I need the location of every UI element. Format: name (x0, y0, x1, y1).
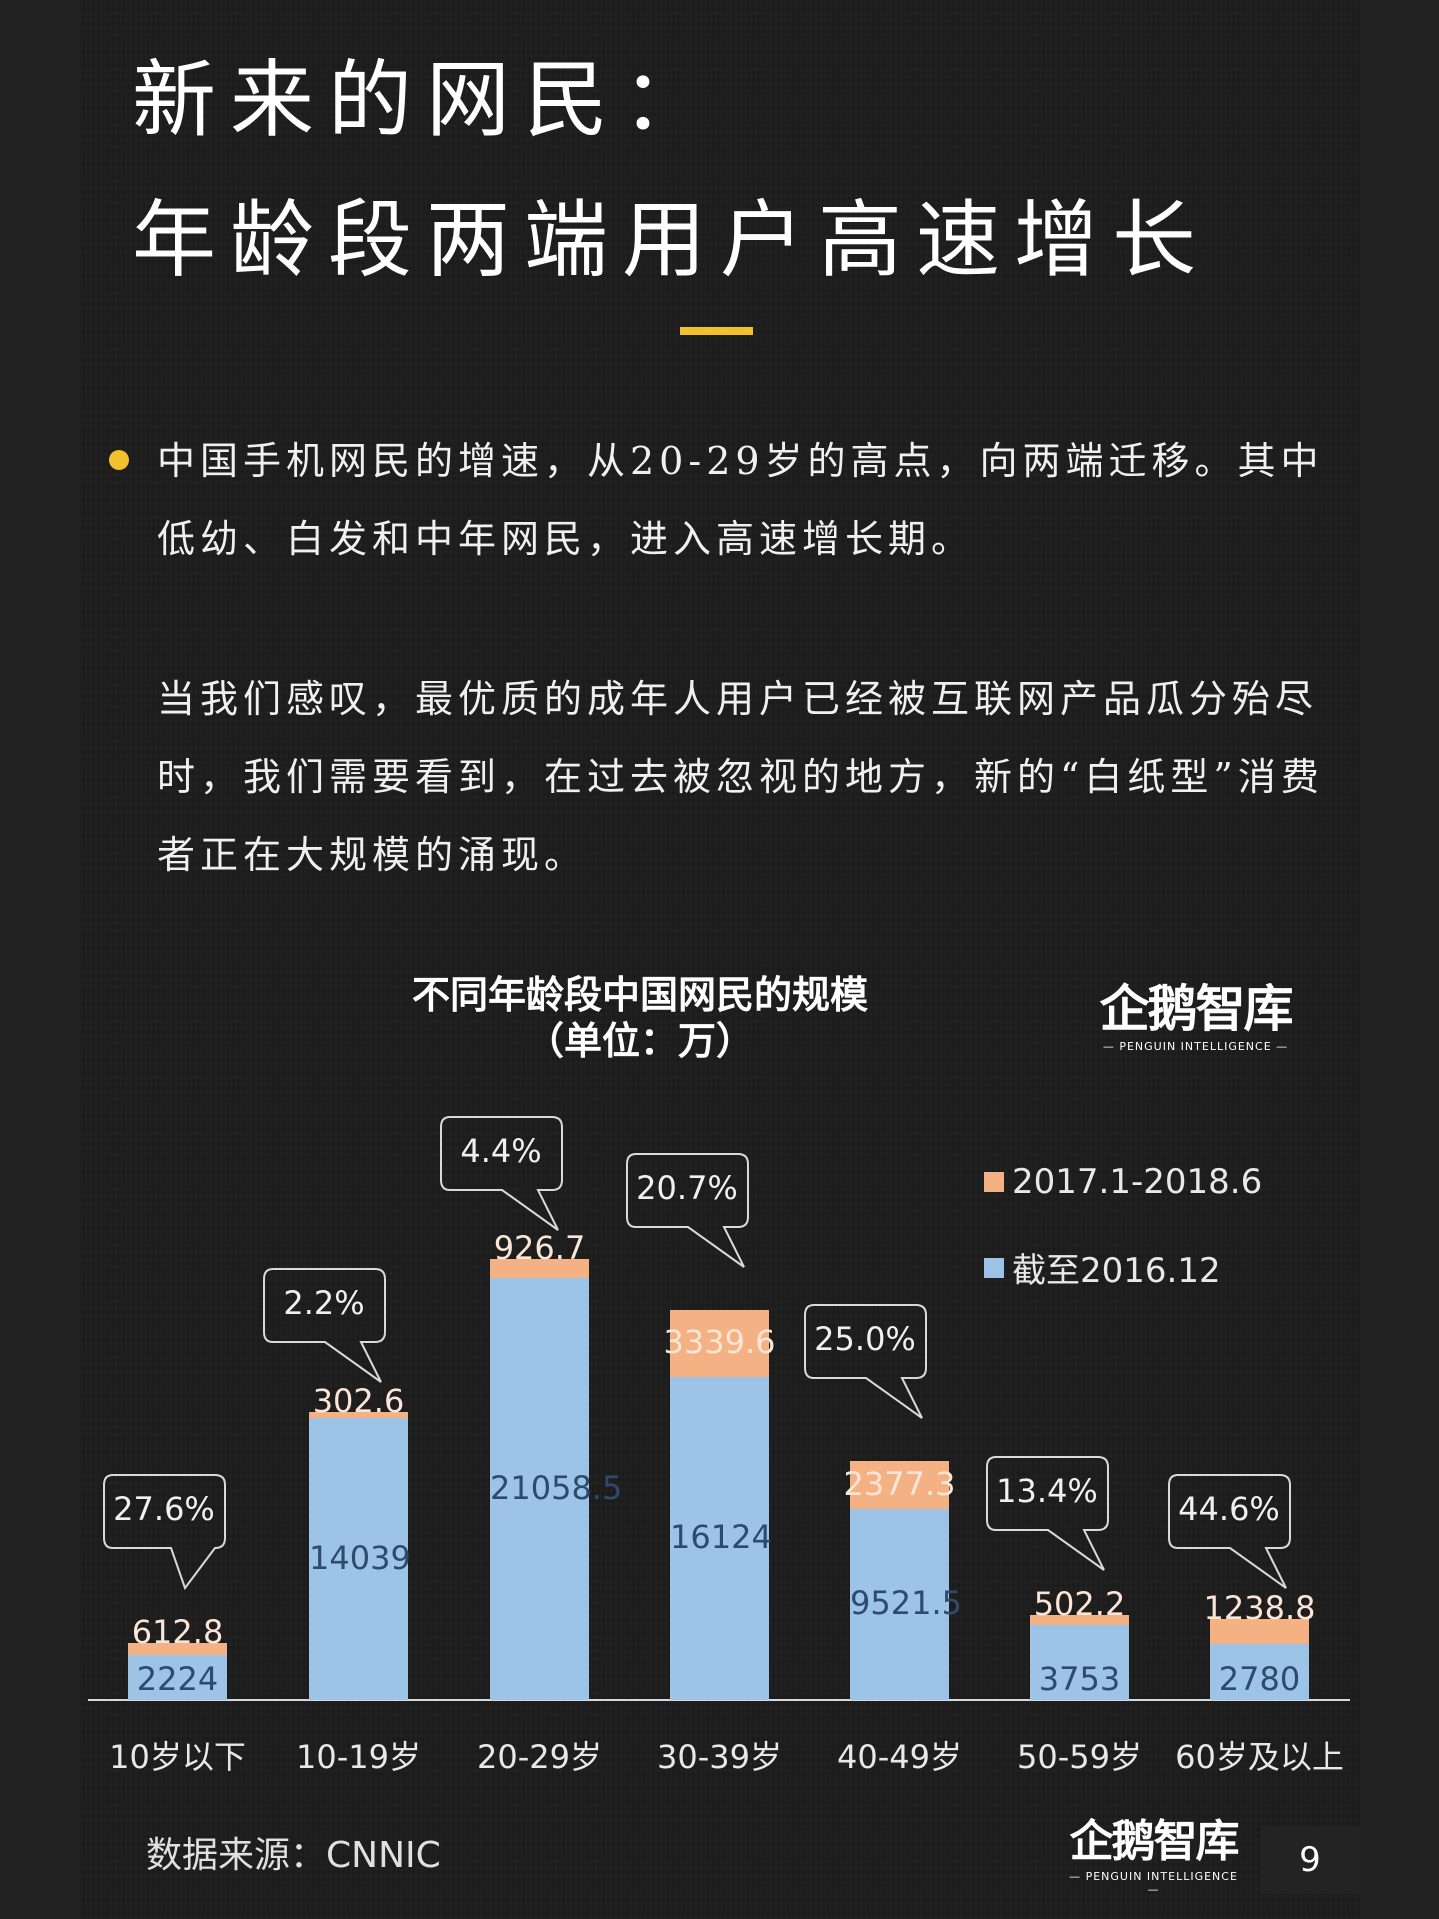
bar-segment-base (670, 1376, 769, 1700)
paragraph-insight: 当我们感叹，最优质的成年人用户已经被互联网产品瓜分殆尽时，我们需要看到，在过去被… (157, 677, 1324, 877)
growth-rate-text: 25.0% (814, 1320, 916, 1358)
bar-segment-new (309, 1412, 408, 1419)
growth-rate-text: 13.4% (996, 1472, 1098, 1510)
bar-group: 2780 1238.8 (1204, 1589, 1315, 1700)
bar-group: 2224 612.8 (128, 1613, 227, 1700)
growth-rate-callout: 4.4% (440, 1116, 563, 1231)
bar-segment-new (850, 1461, 949, 1509)
growth-rate-text: 27.6% (113, 1490, 215, 1528)
logo-text-zh: 企鹅智库 (1099, 980, 1294, 1038)
x-axis-label: 20-29岁 (477, 1738, 602, 1776)
bar-segment-new (128, 1643, 227, 1656)
x-axis-label: 50-59岁 (1017, 1738, 1142, 1776)
bar-value-new: 612.8 (131, 1613, 224, 1652)
x-axis-label: 10-19岁 (296, 1738, 421, 1776)
bar-value-new: 926.7 (493, 1229, 586, 1267)
bar-segment-base (490, 1277, 589, 1700)
bar-value-base: 9521.5 (850, 1584, 962, 1623)
legend-item-base: 截至2016.12 (984, 1243, 1221, 1292)
bar-segment-new (1210, 1619, 1309, 1645)
bar-group: 3753 502.2 (1030, 1585, 1129, 1700)
speech-bubble-icon (440, 1116, 563, 1231)
page-title-line2: 年龄段两端用户高速增长 (132, 191, 1211, 289)
penguin-intelligence-logo-footer: 企鹅智库 — PENGUIN INTELLIGENCE — (1066, 1816, 1241, 1897)
bar-segment-new (670, 1309, 769, 1377)
growth-rate-text: 20.7% (636, 1169, 738, 1207)
chart-subtitle: （单位：万） (525, 1019, 754, 1063)
paragraph-summary: 中国手机网民的增速，从20-29岁的高点，向两端迁移。其中低幼、白发和中年网民，… (157, 439, 1324, 561)
accent-divider (680, 327, 753, 335)
logo-text-en: — PENGUIN INTELLIGENCE — (1102, 1040, 1289, 1053)
speech-bubble-icon (103, 1474, 226, 1591)
growth-rate-callout: 25.0% (804, 1304, 927, 1419)
legend-label: 截至2016.12 (1012, 1251, 1221, 1291)
legend-label: 2017.1-2018.6 (1012, 1162, 1263, 1202)
bar-value-new: 502.2 (1033, 1584, 1126, 1623)
bar-value-base: 14039 (309, 1539, 411, 1578)
growth-rate-callout: 13.4% (986, 1456, 1109, 1571)
bar-value-base: 21058.5 (490, 1468, 623, 1507)
bar-value-base: 16124 (670, 1518, 772, 1557)
speech-bubble-icon (804, 1304, 927, 1419)
bar-value-base: 2224 (136, 1659, 219, 1698)
bar-segment-new (490, 1259, 589, 1278)
bar-group: 16124 3339.6 (664, 1309, 775, 1700)
speech-bubble-icon (626, 1153, 749, 1268)
bar-value-base: 3753 (1038, 1659, 1121, 1698)
bar-segment-base (1210, 1644, 1309, 1700)
x-axis-label: 60岁及以上 (1175, 1738, 1344, 1776)
growth-rate-text: 2.2% (283, 1284, 365, 1322)
growth-rate-callout: 44.6% (1168, 1474, 1291, 1589)
legend-swatch-orange-icon (984, 1172, 1004, 1192)
bar-value-base: 2780 (1218, 1659, 1301, 1698)
x-axis-label: 40-49岁 (837, 1738, 962, 1776)
speech-bubble-icon (986, 1456, 1109, 1571)
bar-group: 9521.5 2377.3 (844, 1461, 962, 1700)
bar-value-new: 1238.8 (1203, 1589, 1316, 1628)
growth-rate-callout: 27.6% (103, 1474, 226, 1591)
page-title-line1: 新来的网民： (132, 51, 721, 149)
page-number: 9 (1260, 1826, 1360, 1894)
chart-title: 不同年龄段中国网民的规模 (411, 973, 868, 1017)
growth-rate-text: 4.4% (460, 1132, 542, 1170)
growth-rate-callout: 2.2% (263, 1268, 386, 1383)
bar-value-new: 302.6 (312, 1382, 405, 1421)
slide-panel (80, 0, 1360, 1919)
x-axis-label: 30-39岁 (657, 1738, 782, 1776)
penguin-intelligence-logo: 企鹅智库 — PENGUIN INTELLIGENCE — (1098, 980, 1294, 1053)
bar-value-new: 3339.6 (663, 1323, 776, 1362)
x-axis-line (88, 1699, 1350, 1701)
legend-item-new: 2017.1-2018.6 (984, 1162, 1262, 1202)
bar-segment-base (850, 1508, 949, 1700)
bar-group: 14039 302.6 (309, 1382, 411, 1700)
data-source: 数据来源：CNNIC (146, 1835, 441, 1876)
bar-segment-base (309, 1418, 408, 1700)
logo-text-en: — PENGUIN INTELLIGENCE — (1069, 1870, 1238, 1896)
logo-text-zh: 企鹅智库 (1069, 1816, 1240, 1867)
x-axis-label: 10岁以下 (109, 1738, 246, 1776)
growth-rate-text: 44.6% (1178, 1490, 1280, 1528)
speech-bubble-icon (1168, 1474, 1291, 1589)
bar-value-new: 2377.3 (843, 1465, 956, 1504)
bar-segment-new (1030, 1614, 1129, 1625)
bar-segment-base (1030, 1624, 1129, 1700)
speech-bubble-icon (263, 1268, 386, 1383)
bullet-dot-icon (109, 450, 129, 470)
bar-segment-base (128, 1655, 227, 1700)
legend-swatch-blue-icon (984, 1257, 1004, 1278)
bar-group: 21058.5 926.7 (490, 1229, 623, 1700)
growth-rate-callout: 20.7% (626, 1153, 749, 1268)
chart-title-block: 不同年龄段中国网民的规模 （单位：万） (370, 972, 910, 1064)
